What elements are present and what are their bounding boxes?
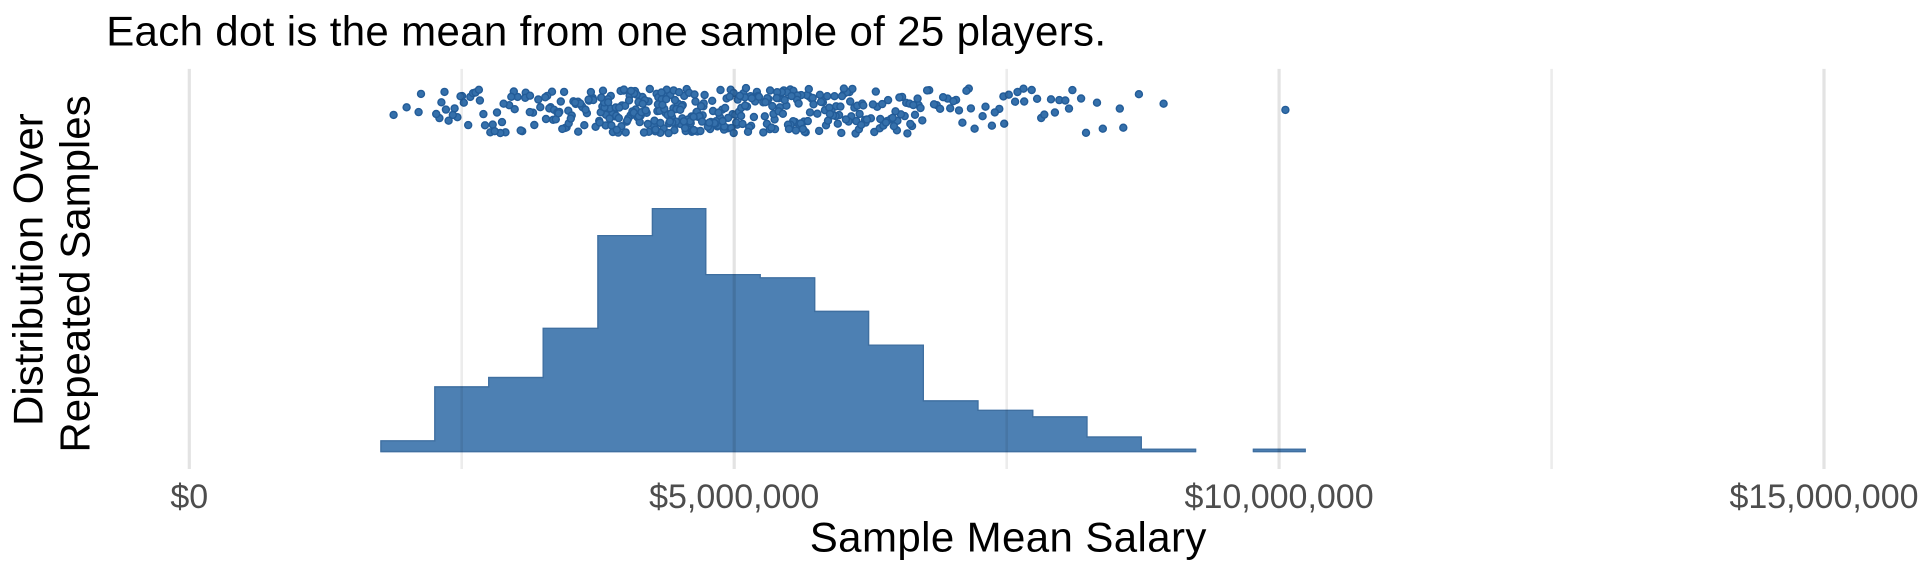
- svg-text:$15,000,000: $15,000,000: [1729, 478, 1918, 516]
- svg-text:$5,000,000: $5,000,000: [649, 478, 819, 516]
- svg-text:$0: $0: [170, 478, 208, 516]
- svg-text:Each dot is the mean from one: Each dot is the mean from one sample of …: [106, 8, 1106, 55]
- svg-text:$10,000,000: $10,000,000: [1185, 478, 1374, 516]
- svg-text:Repeated Samples: Repeated Samples: [51, 95, 98, 452]
- svg-text:Sample Mean Salary: Sample Mean Salary: [810, 514, 1207, 561]
- svg-text:Distribution Over: Distribution Over: [5, 113, 52, 426]
